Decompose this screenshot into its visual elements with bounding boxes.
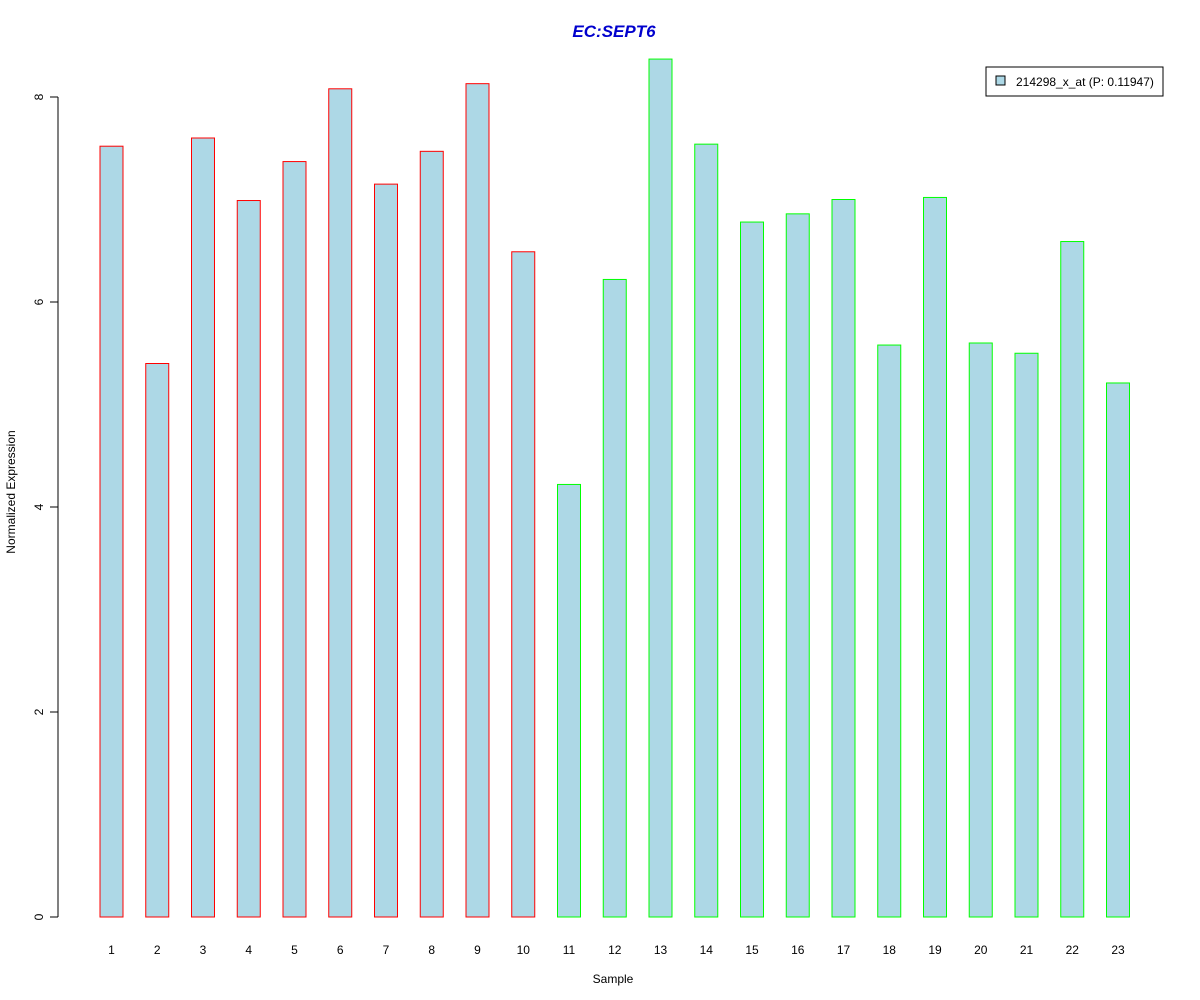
legend: 214298_x_at (P: 0.11947) [985, 66, 1164, 97]
x-tick-label: 23 [1111, 943, 1125, 957]
x-tick-labels: 1 2 3 4 5 6 7 8 9 10 11 12 13 14 15 16 17 18 19 20 21 22 23 [108, 943, 1125, 957]
bar-sample-19 [923, 196, 947, 918]
legend-swatch [995, 75, 1006, 86]
bar-sample-12 [602, 278, 627, 918]
legend-box [985, 66, 1164, 97]
bar-sample-9 [465, 83, 490, 918]
x-tick-label: 18 [883, 943, 897, 957]
bar-sample-4 [236, 200, 261, 918]
bar-sample-18 [877, 344, 902, 918]
x-axis-label: Sample [593, 972, 634, 986]
x-tick-label: 11 [563, 943, 576, 957]
bar-sample-8 [419, 150, 444, 918]
x-tick-label: 3 [200, 943, 207, 957]
bar-sample-14 [694, 143, 719, 918]
y-axis: 0 2 4 6 8 [32, 93, 59, 920]
x-tick-label: 13 [654, 943, 668, 957]
x-tick-label: 5 [291, 943, 298, 957]
y-tick-label: 0 [32, 913, 46, 920]
bar-sample-20 [968, 342, 993, 918]
x-tick-label: 4 [245, 943, 252, 957]
chart-title: EC:SEPT6 [572, 22, 656, 41]
bar-sample-11 [557, 483, 581, 918]
bar-sample-23 [1106, 382, 1130, 918]
bar-sample-17 [831, 199, 856, 918]
x-tick-label: 6 [337, 943, 344, 957]
y-tick-label: 4 [32, 503, 46, 510]
x-tick-label: 10 [517, 943, 531, 957]
bar-sample-16 [785, 213, 810, 918]
x-tick-label: 22 [1066, 943, 1080, 957]
bar-sample-2 [145, 363, 170, 918]
x-tick-label: 14 [700, 943, 714, 957]
y-tick-label: 2 [32, 708, 46, 715]
bar-sample-13 [648, 58, 673, 918]
bars-group [99, 58, 1130, 918]
x-tick-label: 7 [383, 943, 390, 957]
x-tick-label: 19 [928, 943, 942, 957]
x-tick-label: 2 [154, 943, 161, 957]
x-tick-label: 8 [428, 943, 435, 957]
bar-sample-21 [1014, 352, 1039, 918]
x-tick-label: 20 [974, 943, 988, 957]
x-tick-label: 16 [791, 943, 805, 957]
y-tick-label: 6 [32, 298, 46, 305]
legend-label: 214298_x_at (P: 0.11947) [1016, 75, 1154, 89]
bar-sample-3 [191, 137, 215, 918]
x-tick-label: 1 [108, 943, 115, 957]
x-tick-label: 17 [837, 943, 851, 957]
bar-sample-15 [740, 221, 764, 918]
x-tick-label: 9 [474, 943, 481, 957]
y-tick-label: 8 [32, 93, 46, 100]
bar-sample-7 [374, 183, 398, 918]
bar-sample-5 [282, 161, 307, 918]
x-tick-label: 21 [1020, 943, 1034, 957]
bar-sample-22 [1060, 241, 1085, 918]
y-axis-label: Normalized Expression [4, 430, 18, 553]
x-tick-label: 15 [745, 943, 759, 957]
bar-sample-10 [511, 251, 536, 918]
x-tick-label: 12 [608, 943, 622, 957]
bar-sample-1 [99, 145, 124, 918]
bar-sample-6 [328, 88, 353, 918]
